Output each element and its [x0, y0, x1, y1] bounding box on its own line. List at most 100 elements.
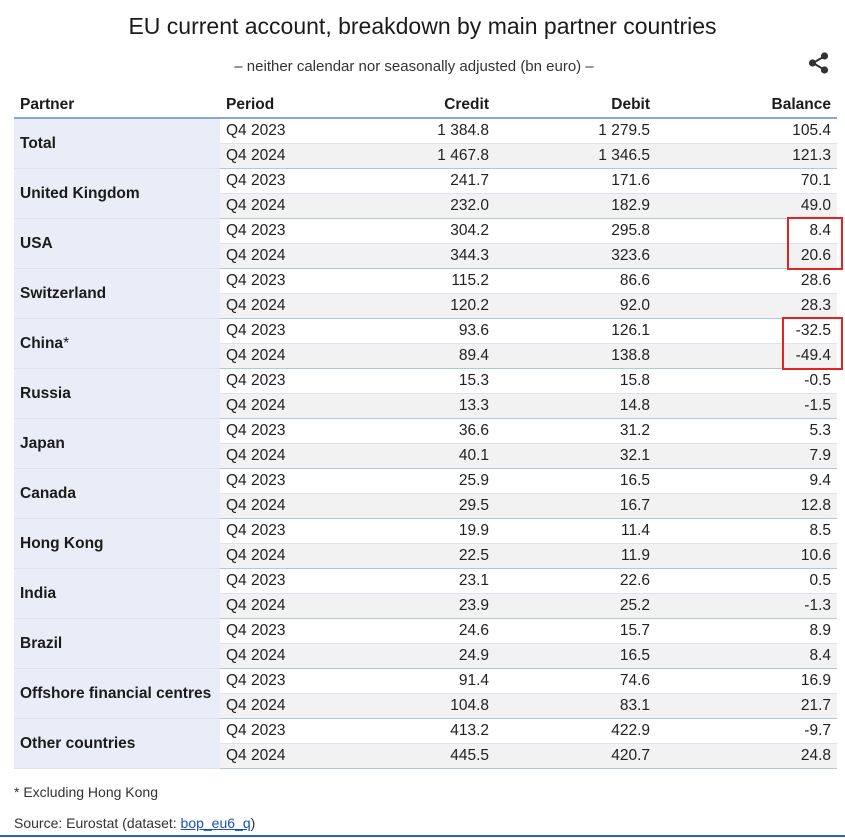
- partner-name: Hong Kong: [20, 534, 104, 552]
- table-row: Total Q4 2023 1 384.8 1 279.5 105.4: [14, 118, 837, 169]
- credit-cell: 344.3: [357, 243, 495, 269]
- balance-cell: 16.9: [656, 668, 837, 694]
- table-row: Other countries Q4 2023 413.2 422.9 -9.7: [14, 718, 837, 769]
- dataset-link[interactable]: bop_eu6_q: [180, 815, 251, 831]
- partner-cell: China*: [14, 318, 220, 369]
- table-row: United Kingdom Q4 2023 241.7 171.6 70.1: [14, 168, 837, 219]
- page-title: EU current account, breakdown by main pa…: [128, 13, 717, 39]
- period-cell: Q4 2023: [220, 318, 357, 344]
- credit-cell: 22.5: [357, 543, 495, 569]
- credit-cell: 13.3: [357, 393, 495, 419]
- debit-cell: 22.6: [495, 568, 656, 594]
- partner-table: Partner Period Credit Debit Balance Tota…: [14, 92, 837, 769]
- table-row: India Q4 2023 23.1 22.6 0.5: [14, 568, 837, 619]
- column-header-debit: Debit: [495, 92, 656, 119]
- credit-cell: 115.2: [357, 268, 495, 294]
- table-row: Q4 2024 13.3 14.8 -1.5: [14, 393, 837, 419]
- table-row: Q4 2024 24.9 16.5 8.4: [14, 643, 837, 669]
- period-cell: Q4 2023: [220, 168, 357, 194]
- period-cell: Q4 2024: [220, 493, 357, 519]
- partner-name: Brazil: [20, 634, 63, 652]
- debit-cell: 14.8: [495, 393, 656, 419]
- credit-cell: 1 384.8: [357, 118, 495, 144]
- credit-cell: 91.4: [357, 668, 495, 694]
- balance-cell: 28.6: [656, 268, 837, 294]
- credit-cell: 413.2: [357, 718, 495, 744]
- table-row: Q4 2024 120.2 92.0 28.3: [14, 293, 837, 319]
- credit-cell: 445.5: [357, 743, 495, 769]
- period-cell: Q4 2024: [220, 593, 357, 619]
- table-row: Q4 2024 445.5 420.7 24.8: [14, 743, 837, 769]
- debit-cell: 92.0: [495, 293, 656, 319]
- debit-cell: 11.4: [495, 518, 656, 544]
- balance-cell: 21.7: [656, 693, 837, 719]
- balance-cell: 8.4: [656, 218, 837, 244]
- credit-cell: 1 467.8: [357, 143, 495, 169]
- partner-cell: Other countries: [14, 718, 220, 769]
- period-cell: Q4 2024: [220, 393, 357, 419]
- partner-cell: India: [14, 568, 220, 619]
- balance-cell: 24.8: [656, 743, 837, 769]
- partner-cell: United Kingdom: [14, 168, 220, 219]
- period-cell: Q4 2024: [220, 693, 357, 719]
- partner-cell: Hong Kong: [14, 518, 220, 569]
- balance-cell: 8.4: [656, 643, 837, 669]
- table-row: Q4 2024 232.0 182.9 49.0: [14, 193, 837, 219]
- debit-cell: 32.1: [495, 443, 656, 469]
- table-row: Q4 2024 23.9 25.2 -1.3: [14, 593, 837, 619]
- debit-cell: 323.6: [495, 243, 656, 269]
- period-cell: Q4 2024: [220, 243, 357, 269]
- partner-cell: USA: [14, 218, 220, 269]
- table-row: USA Q4 2023 304.2 295.8 8.4: [14, 218, 837, 269]
- column-header-partner: Partner: [14, 92, 220, 119]
- partner-cell: Switzerland: [14, 268, 220, 319]
- partner-name: Other countries: [20, 734, 136, 752]
- period-cell: Q4 2023: [220, 468, 357, 494]
- balance-cell: 8.9: [656, 618, 837, 644]
- period-cell: Q4 2024: [220, 293, 357, 319]
- period-cell: Q4 2023: [220, 268, 357, 294]
- credit-cell: 104.8: [357, 693, 495, 719]
- period-cell: Q4 2023: [220, 118, 357, 144]
- source-suffix: ): [250, 815, 256, 831]
- balance-cell: -9.7: [656, 718, 837, 744]
- period-cell: Q4 2023: [220, 618, 357, 644]
- balance-cell: -1.3: [656, 593, 837, 619]
- balance-cell: 5.3: [656, 418, 837, 444]
- credit-cell: 93.6: [357, 318, 495, 344]
- period-cell: Q4 2023: [220, 368, 357, 394]
- balance-cell: -0.5: [656, 368, 837, 394]
- table-row: Switzerland Q4 2023 115.2 86.6 28.6: [14, 268, 837, 319]
- share-icon[interactable]: [806, 50, 832, 76]
- debit-cell: 15.8: [495, 368, 656, 394]
- partner-cell: Japan: [14, 418, 220, 469]
- partner-name: Switzerland: [20, 284, 107, 302]
- debit-cell: 422.9: [495, 718, 656, 744]
- partner-name: Total: [20, 134, 56, 152]
- balance-cell: 70.1: [656, 168, 837, 194]
- table-header-row: Partner Period Credit Debit Balance: [14, 92, 837, 119]
- table-row: China* Q4 2023 93.6 126.1 -32.5: [14, 318, 837, 369]
- credit-cell: 24.6: [357, 618, 495, 644]
- credit-cell: 304.2: [357, 218, 495, 244]
- period-cell: Q4 2023: [220, 218, 357, 244]
- balance-cell: 7.9: [656, 443, 837, 469]
- credit-cell: 15.3: [357, 368, 495, 394]
- partner-cell: Offshore financial centres: [14, 668, 220, 719]
- balance-cell: -32.5: [656, 318, 837, 344]
- partner-cell: Total: [14, 118, 220, 169]
- balance-cell: 105.4: [656, 118, 837, 144]
- debit-cell: 86.6: [495, 268, 656, 294]
- period-cell: Q4 2024: [220, 543, 357, 569]
- debit-cell: 16.5: [495, 468, 656, 494]
- credit-cell: 36.6: [357, 418, 495, 444]
- partner-note: *: [63, 334, 70, 352]
- credit-cell: 89.4: [357, 343, 495, 369]
- debit-cell: 25.2: [495, 593, 656, 619]
- partner-name: China: [20, 334, 64, 352]
- table-row: Japan Q4 2023 36.6 31.2 5.3: [14, 418, 837, 469]
- debit-cell: 295.8: [495, 218, 656, 244]
- credit-cell: 25.9: [357, 468, 495, 494]
- debit-cell: 15.7: [495, 618, 656, 644]
- debit-cell: 138.8: [495, 343, 656, 369]
